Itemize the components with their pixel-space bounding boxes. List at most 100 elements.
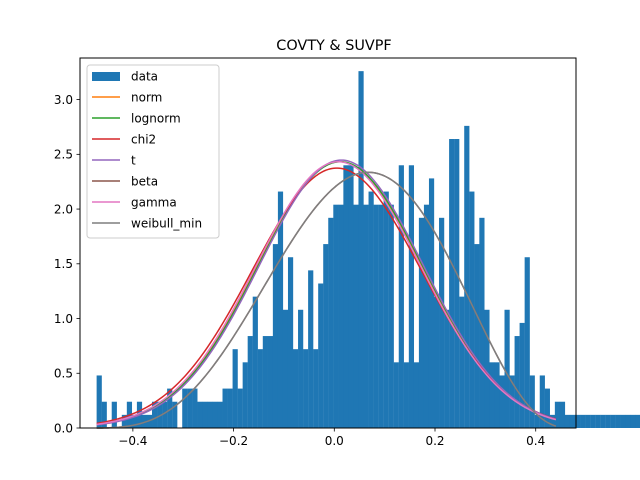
histogram-bar xyxy=(121,414,127,428)
histogram-bar xyxy=(282,309,289,428)
histogram-bar xyxy=(615,414,621,428)
histogram-bar xyxy=(313,349,319,428)
legend-label-weibull-min: weibull_min xyxy=(131,216,202,230)
histogram-bar xyxy=(293,349,299,428)
histogram-bar xyxy=(187,388,193,428)
histogram-bar xyxy=(484,309,490,428)
histogram-bar xyxy=(504,309,510,428)
histogram-bar xyxy=(489,362,495,428)
y-axis: 0.0 0.5 1.0 1.5 2.0 2.5 3.0 xyxy=(54,93,80,435)
histogram-bar xyxy=(182,388,188,428)
histogram-bar xyxy=(524,257,530,428)
histogram-bar xyxy=(298,309,304,428)
histogram-bar xyxy=(423,204,430,428)
histogram-bar xyxy=(267,336,274,428)
histogram-bar xyxy=(247,336,253,428)
histogram-bar xyxy=(529,375,535,428)
histogram-bar xyxy=(252,296,258,428)
histogram-bar xyxy=(630,414,636,428)
histogram-bar xyxy=(237,388,243,428)
histogram-bar xyxy=(549,414,556,428)
axes-frame xyxy=(79,57,577,429)
histogram-bar xyxy=(157,401,163,428)
histogram-bar xyxy=(222,388,228,428)
histogram-bar xyxy=(212,401,218,428)
histogram-bar xyxy=(459,296,465,428)
histogram-bar xyxy=(303,349,309,428)
legend-label-norm: norm xyxy=(131,90,162,104)
histogram-bar xyxy=(595,414,601,428)
histogram-bar xyxy=(439,217,445,428)
histogram-bar xyxy=(454,139,460,428)
histogram-bar xyxy=(580,414,586,428)
histogram-bar xyxy=(499,375,505,428)
histogram-bar xyxy=(353,204,359,428)
histogram-bar xyxy=(96,375,102,428)
histogram-bar xyxy=(197,401,203,428)
histogram-bar xyxy=(373,204,379,428)
histogram-bar xyxy=(363,204,369,428)
histogram-bar xyxy=(227,388,233,428)
y-tick-label: 1.0 xyxy=(54,312,73,326)
histogram-bar xyxy=(428,178,435,428)
histogram-bar xyxy=(464,125,470,429)
histogram-bar xyxy=(590,414,596,428)
histogram-bar xyxy=(539,375,545,428)
histogram-bar xyxy=(287,257,294,428)
x-tick-label: 0.2 xyxy=(425,434,444,448)
legend-label-gamma: gamma xyxy=(131,195,177,209)
histogram-bar xyxy=(403,362,409,428)
legend-label-data: data xyxy=(131,69,158,83)
histogram-bar xyxy=(141,414,148,428)
histogram-bar xyxy=(192,388,198,428)
curve-weibull-min xyxy=(96,171,557,429)
histogram-bar xyxy=(272,244,279,428)
histogram-bar xyxy=(434,296,440,428)
histogram-bar xyxy=(534,414,540,428)
chart-title: COVTY & SUVPF xyxy=(276,38,391,54)
histogram-bar xyxy=(333,204,339,428)
histogram-bar xyxy=(388,204,394,428)
histogram-bar xyxy=(554,401,561,428)
histogram-bar xyxy=(358,71,364,428)
histogram-bar xyxy=(202,401,208,428)
legend-frame xyxy=(86,64,220,239)
histogram-bar xyxy=(519,322,525,428)
histogram-bar xyxy=(585,414,591,428)
histogram-bar xyxy=(474,244,480,428)
histogram-bar xyxy=(368,191,374,428)
histogram-bar xyxy=(131,414,138,428)
histogram-bar xyxy=(494,362,500,428)
legend-label-chi2: chi2 xyxy=(131,132,156,146)
histogram-bar xyxy=(152,401,158,428)
histogram-bar xyxy=(514,336,520,428)
histogram-bar xyxy=(544,388,550,428)
histogram-bar xyxy=(257,349,263,428)
y-tick-label: 2.0 xyxy=(54,202,73,216)
histogram-bar xyxy=(277,191,284,428)
histogram-bar xyxy=(323,244,329,428)
histogram-bar xyxy=(625,414,631,428)
histogram-bar xyxy=(101,401,107,428)
histogram-bar xyxy=(338,204,344,428)
histogram-bar xyxy=(408,165,415,428)
x-tick-label: 0.4 xyxy=(526,434,545,448)
legend-label-lognorm: lognorm xyxy=(131,111,181,125)
legend: data norm lognorm chi2 t beta gamma weibull_min xyxy=(86,64,220,239)
histogram-bar xyxy=(600,414,606,428)
histogram-bar xyxy=(111,401,117,428)
histogram-bar xyxy=(172,401,178,428)
fit-curves xyxy=(96,159,557,429)
histogram-bar xyxy=(146,414,153,428)
histogram-bar xyxy=(605,414,611,428)
y-tick-label: 0.0 xyxy=(54,421,73,435)
y-tick-label: 0.5 xyxy=(54,367,73,381)
legend-swatch-data xyxy=(92,72,120,81)
histogram-bar xyxy=(444,309,450,428)
histogram-bar xyxy=(418,217,425,428)
histogram-bar xyxy=(479,217,485,428)
histogram-bar xyxy=(635,414,640,428)
histogram-bar xyxy=(393,362,399,428)
histogram-bar xyxy=(378,204,384,428)
